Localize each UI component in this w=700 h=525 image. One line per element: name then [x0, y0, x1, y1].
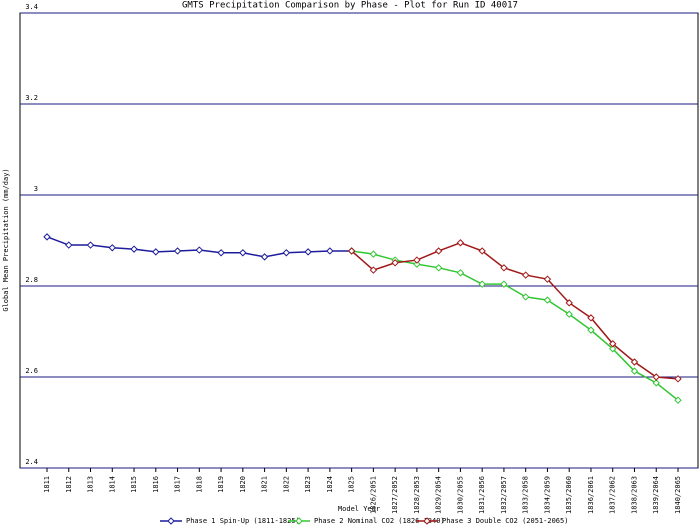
- legend-label: Phase 1 Spin-Up (1811-1825): [186, 517, 300, 525]
- data-point: [86, 241, 95, 249]
- y-tick-label: 3.2: [25, 94, 38, 102]
- data-point: [434, 247, 443, 255]
- data-point: [521, 293, 530, 301]
- x-tick-label: 1834/2059: [543, 476, 551, 514]
- data-point: [43, 233, 51, 241]
- x-tick-label: 1828/2053: [413, 476, 421, 514]
- series-line: [351, 250, 679, 401]
- x-tick-label: 1813: [87, 476, 95, 493]
- y-tick-label: 3.4: [25, 3, 38, 11]
- x-tick-label: 1829/2054: [435, 476, 443, 514]
- data-point: [304, 248, 312, 256]
- x-tick-label: 1825: [348, 476, 356, 493]
- data-point: [260, 253, 269, 261]
- data-point: [674, 375, 682, 383]
- data-point: [521, 271, 530, 279]
- data-point: [630, 367, 639, 375]
- data-point: [195, 246, 204, 254]
- x-axis-label: Model Year: [338, 505, 380, 513]
- data-point: [391, 259, 399, 267]
- plot-frame: [19, 12, 699, 469]
- x-tick-label: 1833/2058: [522, 476, 530, 514]
- data-point: [434, 264, 443, 272]
- x-tick-label: 1815: [130, 476, 138, 493]
- y-axis-label: Global Mean Precipitation (mm/day): [2, 168, 10, 311]
- data-point: [108, 244, 116, 252]
- series-line: [351, 241, 679, 380]
- data-point: [326, 247, 334, 255]
- x-tick-label: 1838/2063: [630, 476, 638, 514]
- x-tick-label: 1821: [261, 476, 269, 493]
- data-point: [652, 379, 660, 387]
- legend-marker: [295, 517, 303, 525]
- x-tick-label: 1840/2065: [674, 476, 682, 514]
- x-tick-label: 1835/2060: [565, 476, 573, 514]
- data-point: [413, 256, 421, 264]
- data-point: [130, 245, 138, 253]
- data-point: [609, 340, 617, 348]
- legend-marker: [167, 517, 175, 525]
- y-tick-label: 3: [34, 185, 38, 193]
- data-point: [674, 396, 682, 404]
- data-point: [500, 280, 508, 288]
- y-tick-label: 2.6: [25, 367, 38, 375]
- data-point: [652, 373, 660, 381]
- data-point: [609, 345, 617, 353]
- y-tick-label: 2.4: [25, 458, 38, 466]
- chart-title: GMTS Precipitation Comparison by Phase -…: [182, 1, 518, 11]
- legend-label: Phase 3 Double CO2 (2051-2065): [442, 517, 568, 525]
- data-point: [65, 241, 73, 249]
- data-point: [217, 249, 225, 257]
- y-tick-label: 2.8: [25, 276, 38, 284]
- data-point: [543, 275, 552, 283]
- data-point: [500, 264, 508, 272]
- x-tick-label: 1812: [65, 476, 73, 493]
- data-point: [456, 269, 465, 277]
- data-point: [369, 250, 378, 258]
- data-point: [587, 326, 595, 334]
- data-point: [369, 266, 378, 274]
- data-point: [630, 358, 639, 366]
- x-tick-label: 1816: [152, 476, 160, 493]
- data-point: [456, 239, 465, 247]
- x-tick-label: 1822: [282, 476, 290, 493]
- data-point: [173, 247, 182, 255]
- data-point: [543, 296, 552, 304]
- x-tick-label: 1831/2056: [478, 476, 486, 514]
- data-point: [152, 248, 160, 256]
- x-tick-label: 1830/2055: [456, 476, 464, 514]
- legend-marker: [423, 517, 431, 525]
- x-tick-label: 1818: [195, 476, 203, 493]
- data-point: [478, 247, 486, 255]
- x-tick-label: 1819: [217, 476, 225, 493]
- x-tick-label: 1824: [326, 476, 334, 493]
- x-tick-label: 1836/2061: [587, 476, 595, 514]
- x-tick-label: 1832/2057: [500, 476, 508, 514]
- data-point: [282, 249, 291, 257]
- x-tick-label: 1837/2062: [609, 476, 617, 514]
- data-point: [587, 314, 595, 322]
- x-tick-label: 1839/2064: [652, 476, 660, 514]
- data-point: [565, 299, 573, 307]
- x-tick-label: 1811: [43, 476, 51, 493]
- legend-label: Phase 2 Nominal CO2 (1826-1840): [314, 517, 445, 525]
- x-tick-label: 1814: [108, 476, 116, 493]
- x-tick-label: 1823: [304, 476, 312, 493]
- data-point: [478, 280, 486, 288]
- data-point: [565, 310, 573, 318]
- x-tick-label: 1817: [174, 476, 182, 493]
- data-point: [239, 249, 247, 257]
- x-tick-label: 1827/2052: [391, 476, 399, 514]
- x-tick-label: 1826/2051: [369, 476, 377, 514]
- x-tick-label: 1820: [239, 476, 247, 493]
- data-point: [413, 260, 421, 268]
- data-point: [347, 247, 356, 255]
